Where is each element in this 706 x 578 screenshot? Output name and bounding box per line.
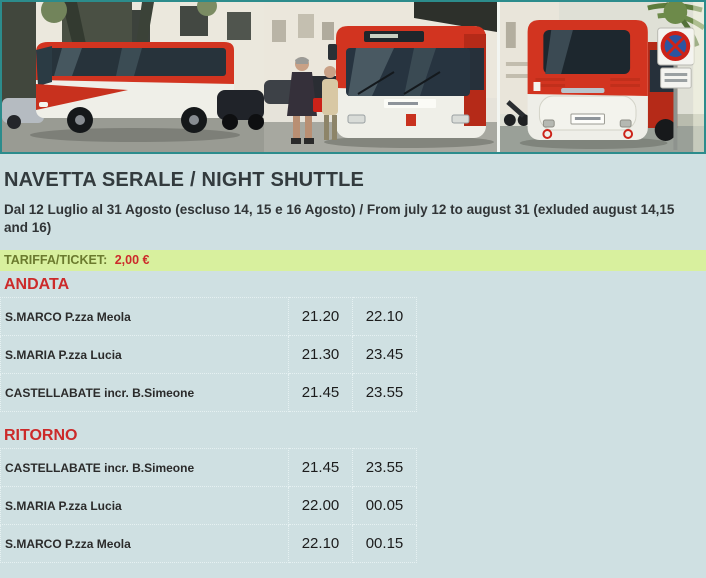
stop-row: S.MARIA P.zza Lucia 21.30 23.45 — [0, 335, 417, 375]
stop-name: CASTELLABATE incr. B.Simeone — [0, 448, 289, 488]
departure-time-2: 22.10 — [352, 297, 417, 337]
departure-time-2: 00.15 — [352, 524, 417, 564]
bus-front-view-photo — [264, 2, 497, 152]
stop-name: S.MARCO P.zza Meola — [0, 524, 289, 564]
timetable-section: RITORNO CASTELLABATE incr. B.Simeone 21.… — [0, 427, 706, 564]
tariff-bar: TARIFFA/TICKET: 2,00 € — [0, 250, 706, 272]
stop-row: CASTELLABATE incr. B.Simeone 21.45 23.55 — [0, 373, 417, 413]
stop-row: S.MARIA P.zza Lucia 22.00 00.05 — [0, 486, 417, 526]
bus-rear-view-photo — [497, 2, 704, 152]
date-range-note: Dal 12 Luglio al 31 Agosto (escluso 14, … — [4, 202, 675, 236]
page-title: NAVETTA SERALE / NIGHT SHUTTLE — [4, 169, 365, 191]
bus-rear-view-illustration — [500, 2, 704, 152]
bus-front-view-illustration — [264, 2, 497, 152]
timetable-section: ANDATA S.MARCO P.zza Meola 21.20 22.10 S… — [0, 276, 706, 413]
departure-time-1: 21.30 — [288, 335, 353, 375]
stop-name: S.MARIA P.zza Lucia — [0, 335, 289, 375]
departure-time-1: 21.20 — [288, 297, 353, 337]
departure-time-2: 00.05 — [352, 486, 417, 526]
departure-time-1: 21.45 — [288, 373, 353, 413]
stop-row: S.MARCO P.zza Meola 22.10 00.15 — [0, 524, 417, 564]
page: NAVETTA SERALE / NIGHT SHUTTLE Dal 12 Lu… — [0, 0, 706, 564]
timetable-sections: ANDATA S.MARCO P.zza Meola 21.20 22.10 S… — [0, 276, 706, 564]
bus-photo-strip — [0, 0, 706, 154]
section-title: ANDATA — [4, 276, 70, 294]
stop-row: CASTELLABATE incr. B.Simeone 21.45 23.55 — [0, 448, 417, 488]
tariff-label: TARIFFA/TICKET: — [4, 253, 108, 268]
departure-time-2: 23.45 — [352, 335, 417, 375]
departure-time-1: 21.45 — [288, 448, 353, 488]
stop-name: S.MARIA P.zza Lucia — [0, 486, 289, 526]
tariff-value: 2,00 € — [114, 253, 150, 268]
timetable: S.MARCO P.zza Meola 21.20 22.10 S.MARIA … — [0, 297, 417, 413]
section-title: RITORNO — [4, 427, 78, 445]
departure-time-1: 22.00 — [288, 486, 353, 526]
stop-name: CASTELLABATE incr. B.Simeone — [0, 373, 289, 413]
stop-row: S.MARCO P.zza Meola 21.20 22.10 — [0, 297, 417, 337]
main-content: NAVETTA SERALE / NIGHT SHUTTLE Dal 12 Lu… — [0, 169, 706, 564]
bus-side-view-illustration — [2, 2, 264, 152]
departure-time-2: 23.55 — [352, 373, 417, 413]
bus-side-view-photo — [2, 2, 264, 152]
stop-name: S.MARCO P.zza Meola — [0, 297, 289, 337]
timetable: CASTELLABATE incr. B.Simeone 21.45 23.55… — [0, 448, 417, 564]
departure-time-2: 23.55 — [352, 448, 417, 488]
departure-time-1: 22.10 — [288, 524, 353, 564]
